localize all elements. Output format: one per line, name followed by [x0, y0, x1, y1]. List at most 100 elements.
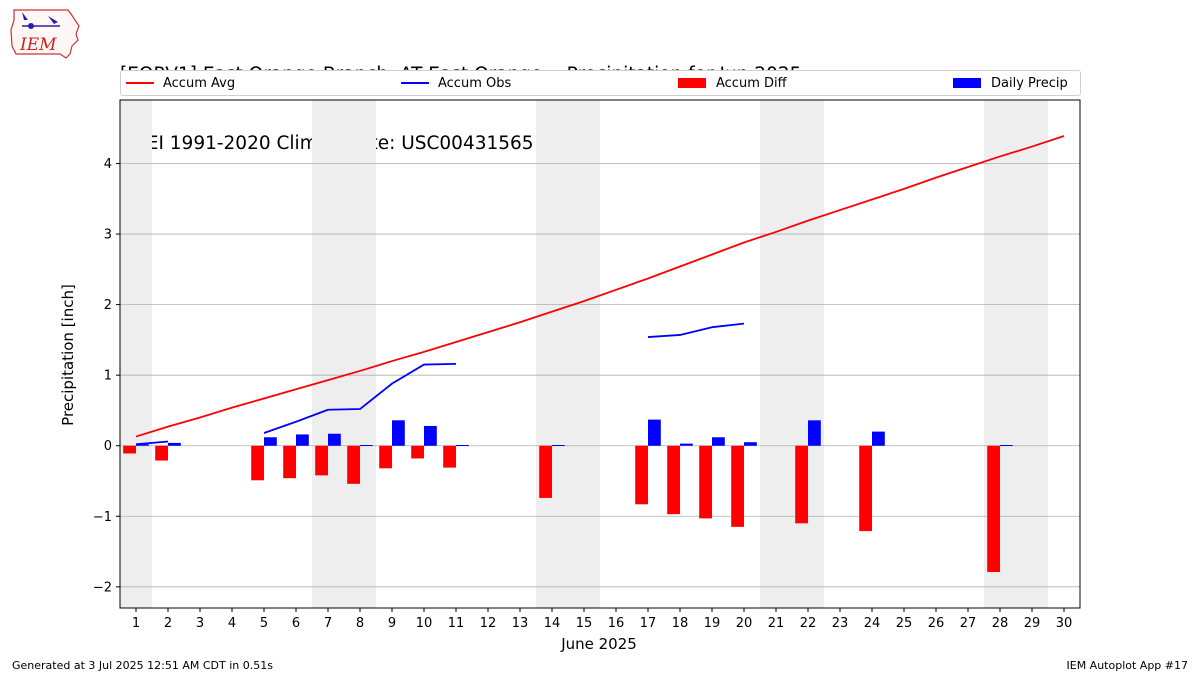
daily-precip-bar-day-20 — [744, 442, 757, 446]
daily-precip-bar-day-10 — [424, 425, 437, 446]
accum-avg-line-segment-0 — [135, 135, 1065, 438]
daily-precip-bar-day-7 — [328, 433, 341, 446]
accum-obs-line-segment-0 — [135, 440, 169, 446]
x-tick-label-2: 2 — [164, 616, 172, 631]
weekend-shade-day-1 — [120, 100, 152, 608]
weekend-shade-day-15 — [568, 100, 600, 608]
iem-logo: IEM — [8, 6, 82, 60]
generated-timestamp: Generated at 3 Jul 2025 12:51 AM CDT in … — [12, 659, 273, 672]
weekend-shade-day-14 — [536, 100, 568, 608]
x-axis-ticks: 1 2 3 4 5 6 7 8 9 10 11 12 13 14 15 16 17 18 19 20 21 22 23 24 2… — [132, 608, 1072, 631]
legend-swatch-accum-avg — [126, 82, 154, 84]
daily-precip-bar-day-18 — [680, 443, 693, 446]
x-axis-label: June 2025 — [561, 635, 637, 653]
x-tick-label-8: 8 — [356, 616, 364, 631]
x-tick-label-10: 10 — [416, 616, 433, 631]
gridlines — [120, 163, 1080, 588]
x-tick-label-21: 21 — [768, 616, 785, 631]
accum-diff-bar-day-2 — [155, 445, 168, 461]
x-tick-label-1: 1 — [132, 616, 140, 631]
daily-precip-bar-day-6 — [296, 434, 309, 446]
weekend-shade-day-21 — [760, 100, 792, 608]
logo-text: IEM — [19, 35, 57, 55]
x-tick-label-29: 29 — [1024, 616, 1041, 631]
daily-precip-bar-day-8 — [360, 445, 373, 447]
legend-item-daily-precip: Daily Precip — [953, 71, 1068, 95]
accum-diff-bar-day-24 — [859, 445, 872, 532]
x-tick-label-15: 15 — [576, 616, 593, 631]
accum-diff-bar-day-22 — [795, 445, 808, 524]
accum-diff-bar-day-5 — [251, 445, 264, 481]
x-tick-label-17: 17 — [640, 616, 657, 631]
legend-swatch-accum-obs — [401, 82, 429, 84]
y-tick-label-6: 4 — [104, 157, 112, 172]
accum-diff-bar-day-1 — [123, 445, 136, 454]
daily-precip-bars — [136, 419, 1013, 447]
y-tick-label-0: −2 — [93, 580, 112, 595]
y-tick-label-5: 3 — [104, 228, 112, 243]
x-tick-label-13: 13 — [512, 616, 529, 631]
accum-diff-bar-day-14 — [539, 445, 552, 498]
y-tick-label-3: 1 — [104, 369, 112, 384]
legend-label-daily-precip: Daily Precip — [991, 75, 1068, 91]
accum-diff-bar-day-6 — [283, 445, 296, 479]
legend-label-accum-diff: Accum Diff — [716, 75, 787, 91]
daily-precip-bar-day-19 — [712, 437, 725, 446]
accum-diff-bar-day-28 — [987, 445, 1000, 573]
y-tick-label-4: 2 — [104, 298, 112, 313]
legend: Accum Avg Accum Obs Accum Diff Daily Pre… — [120, 70, 1081, 96]
y-axis-ticks: −2 −1 0 1 2 3 4 — [93, 157, 120, 595]
legend-item-accum-obs: Accum Obs — [401, 71, 511, 95]
x-tick-label-11: 11 — [448, 616, 465, 631]
x-tick-label-23: 23 — [832, 616, 849, 631]
accum-obs-line-segment-1 — [263, 362, 457, 434]
x-tick-label-30: 30 — [1056, 616, 1073, 631]
legend-item-accum-diff: Accum Diff — [678, 71, 787, 95]
legend-label-accum-avg: Accum Avg — [163, 75, 236, 91]
daily-precip-bar-day-22 — [808, 420, 821, 446]
x-tick-label-25: 25 — [896, 616, 913, 631]
accum-diff-bars — [123, 445, 1000, 573]
legend-item-accum-avg: Accum Avg — [126, 71, 235, 95]
y-tick-label-2: 0 — [104, 439, 112, 454]
x-tick-label-22: 22 — [800, 616, 817, 631]
x-tick-label-3: 3 — [196, 616, 204, 631]
accum-diff-bar-day-20 — [731, 445, 744, 527]
x-tick-label-28: 28 — [992, 616, 1009, 631]
x-tick-label-24: 24 — [864, 616, 881, 631]
x-tick-label-5: 5 — [260, 616, 268, 631]
daily-precip-bar-day-17 — [648, 419, 661, 446]
y-axis-label: Precipitation [inch] — [59, 284, 77, 426]
x-tick-label-6: 6 — [292, 616, 300, 631]
daily-precip-bar-day-5 — [264, 437, 277, 446]
x-tick-label-18: 18 — [672, 616, 689, 631]
accum-diff-bar-day-11 — [443, 445, 456, 468]
axes-frame — [119, 99, 1081, 609]
x-tick-label-14: 14 — [544, 616, 561, 631]
y-tick-label-1: −1 — [93, 510, 112, 525]
daily-precip-bar-day-14 — [552, 445, 565, 447]
accum-diff-bar-day-7 — [315, 445, 328, 476]
weekend-shade-day-8 — [344, 100, 376, 608]
accum-lines — [135, 135, 1065, 446]
x-tick-label-16: 16 — [608, 616, 625, 631]
accum-diff-bar-day-18 — [667, 445, 680, 515]
weekend-shading — [120, 100, 1048, 608]
x-tick-label-20: 20 — [736, 616, 753, 631]
x-tick-label-27: 27 — [960, 616, 977, 631]
x-tick-label-12: 12 — [480, 616, 497, 631]
daily-precip-bar-day-1 — [136, 444, 149, 446]
weekend-shade-day-22 — [792, 100, 824, 608]
accum-diff-bar-day-10 — [411, 445, 424, 459]
accum-diff-bar-day-8 — [347, 445, 360, 484]
accum-diff-bar-day-9 — [379, 445, 392, 469]
accum-diff-bar-day-19 — [699, 445, 712, 519]
legend-swatch-accum-diff — [678, 78, 706, 88]
x-tick-label-4: 4 — [228, 616, 236, 631]
x-tick-label-26: 26 — [928, 616, 945, 631]
daily-precip-bar-day-28 — [1000, 445, 1013, 447]
x-tick-label-9: 9 — [388, 616, 396, 631]
daily-precip-bar-day-24 — [872, 431, 885, 446]
legend-label-accum-obs: Accum Obs — [438, 75, 512, 91]
